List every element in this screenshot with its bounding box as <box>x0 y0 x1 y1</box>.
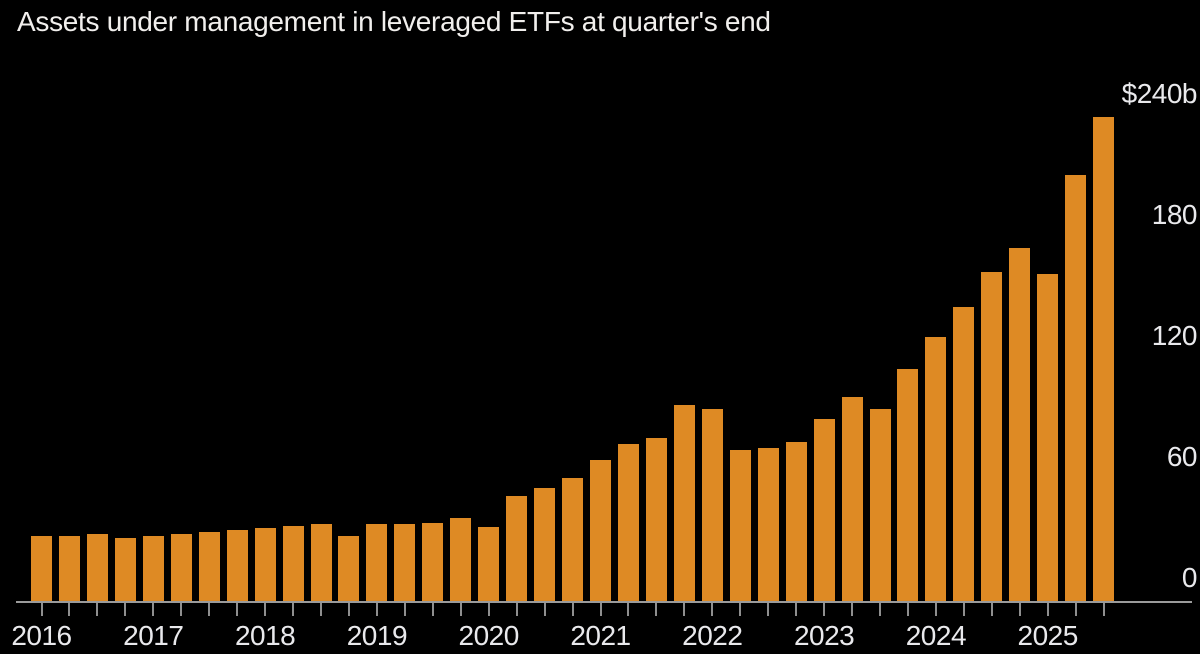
x-axis-tick <box>655 603 658 616</box>
x-axis-tick <box>934 603 937 616</box>
x-axis-tick <box>543 603 546 616</box>
bar-2020-q2 <box>506 496 528 601</box>
bar-2018-q3 <box>310 524 332 601</box>
x-axis-tick <box>1102 603 1105 616</box>
x-axis-tick <box>236 603 239 616</box>
x-axis-tick <box>795 603 798 616</box>
x-axis-tick <box>990 603 993 616</box>
x-axis-tick <box>683 603 686 616</box>
x-axis-tick <box>40 603 43 616</box>
x-axis-tick <box>879 603 881 616</box>
bar-2022-q1 <box>701 409 723 601</box>
x-axis-tick <box>599 603 602 616</box>
bar-2025-q1 <box>1037 274 1059 601</box>
x-axis-tick <box>739 603 742 616</box>
x-axis-tick <box>1018 603 1021 616</box>
x-axis-line <box>16 601 1192 603</box>
x-axis-tick <box>403 603 406 616</box>
bar-2024-q1 <box>925 337 947 601</box>
x-axis-label-2018: 2018 <box>234 620 296 651</box>
bar-2019-q2 <box>394 524 416 601</box>
bar-2023-q1 <box>813 419 835 601</box>
y-axis-label-240: $240b <box>1121 78 1198 109</box>
bar-2022-q4 <box>785 442 807 601</box>
x-axis-tick <box>906 603 909 616</box>
x-axis-tick <box>152 603 155 616</box>
x-axis-tick <box>711 603 714 616</box>
bar-2025-q3 <box>1093 117 1115 601</box>
x-axis-tick <box>431 603 434 616</box>
x-axis-tick <box>320 603 322 616</box>
bar-2021-q4 <box>673 405 695 601</box>
bar-2019-q1 <box>366 524 388 601</box>
bar-2025-q2 <box>1065 175 1087 601</box>
x-axis-label-2022: 2022 <box>682 620 743 651</box>
bar-2017-q4 <box>226 530 248 601</box>
x-axis-tick <box>767 603 770 616</box>
bar-2024-q2 <box>953 307 975 601</box>
bar-2023-q3 <box>869 409 891 601</box>
x-axis-label-2024: 2024 <box>905 620 967 651</box>
x-axis-tick <box>292 603 295 616</box>
bar-2021-q3 <box>645 438 667 601</box>
x-axis-label-2025: 2025 <box>1017 620 1079 651</box>
bar-2023-q4 <box>897 369 919 601</box>
bar-2016-q2 <box>58 536 80 601</box>
bar-2016-q3 <box>86 534 108 601</box>
x-axis-tick <box>459 603 462 616</box>
x-axis-label-2021: 2021 <box>570 620 631 651</box>
bar-2024-q4 <box>1009 248 1031 601</box>
bar-2018-q4 <box>338 536 360 601</box>
y-axis-label-180: 180 <box>1151 199 1198 230</box>
x-axis-tick <box>180 603 183 616</box>
x-axis-label-2016: 2016 <box>11 620 72 651</box>
bar-2016-q1 <box>31 536 52 601</box>
bar-2018-q2 <box>282 526 304 601</box>
y-axis-label-60: 60 <box>1166 441 1198 472</box>
x-axis-tick <box>851 603 854 616</box>
x-axis-label-2019: 2019 <box>346 620 408 651</box>
x-axis-tick <box>823 603 826 616</box>
x-axis-tick <box>375 603 378 616</box>
bar-2020-q4 <box>562 478 584 601</box>
bar-2016-q4 <box>114 538 136 601</box>
x-axis-tick <box>208 603 211 616</box>
bar-2020-q1 <box>478 527 500 601</box>
x-axis-tick <box>571 603 574 616</box>
x-axis-tick <box>1046 603 1049 616</box>
x-axis-label-2020: 2020 <box>458 620 520 651</box>
bar-2020-q3 <box>534 488 556 601</box>
x-axis-tick <box>1074 603 1077 616</box>
bar-2021-q1 <box>590 460 611 601</box>
x-axis-tick <box>962 603 965 616</box>
x-axis-tick <box>487 603 490 616</box>
bar-2019-q4 <box>450 518 472 601</box>
bar-2021-q2 <box>617 444 639 601</box>
bar-2018-q1 <box>254 528 276 601</box>
x-axis-tick <box>68 603 71 616</box>
x-axis-label-2017: 2017 <box>123 620 184 651</box>
x-axis-tick <box>515 603 518 616</box>
bar-2017-q1 <box>142 536 164 601</box>
x-axis-tick <box>627 603 630 616</box>
chart-title: Assets under management in leveraged ETF… <box>17 6 771 37</box>
x-axis-tick <box>264 603 267 616</box>
y-axis-label-120: 120 <box>1151 320 1198 351</box>
y-axis-label-0: 0 <box>1181 562 1198 593</box>
bar-2024-q3 <box>981 272 1003 601</box>
bar-2022-q2 <box>729 450 751 601</box>
bar-2017-q2 <box>170 534 192 601</box>
bar-2017-q3 <box>198 532 220 601</box>
bar-2023-q2 <box>841 397 863 601</box>
x-axis-tick <box>124 603 127 616</box>
bar-2019-q3 <box>422 523 444 601</box>
x-axis-tick <box>347 603 350 616</box>
x-axis-tick <box>96 603 99 616</box>
bar-2022-q3 <box>757 448 779 601</box>
x-axis-label-2023: 2023 <box>793 620 855 651</box>
